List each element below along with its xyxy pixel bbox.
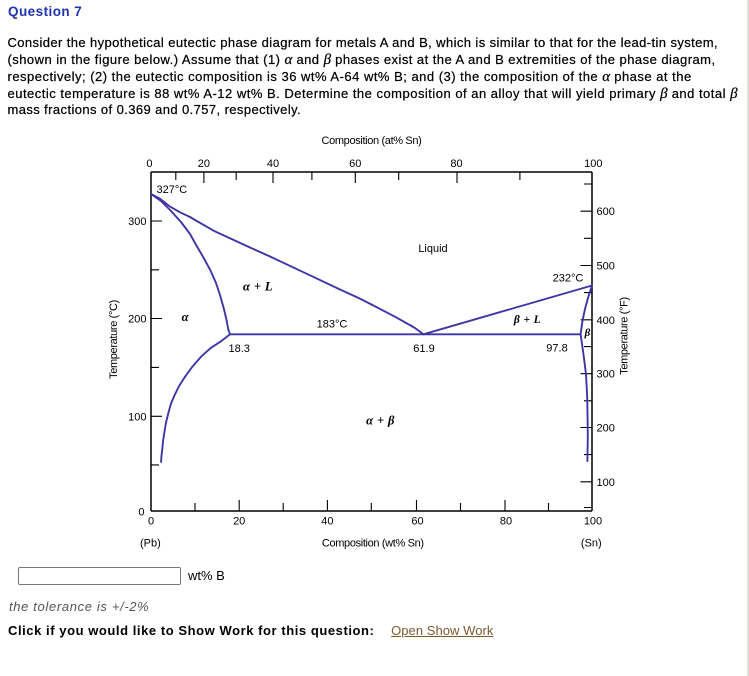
svg-text:20: 20 [198, 158, 210, 170]
svg-text:97.8: 97.8 [546, 343, 567, 355]
svg-text:β + L: β + L [513, 314, 541, 326]
svg-text:100: 100 [597, 477, 615, 489]
svg-text:40: 40 [267, 158, 279, 170]
svg-text:20: 20 [233, 516, 245, 528]
svg-text:60: 60 [411, 516, 423, 528]
svg-text:80: 80 [450, 158, 462, 170]
svg-text:α + β: α + β [366, 414, 395, 428]
svg-text:Temperature (°F): Temperature (°F) [618, 297, 630, 375]
svg-text:327°C: 327°C [157, 184, 188, 196]
svg-text:300: 300 [597, 369, 615, 381]
svg-text:300: 300 [128, 216, 146, 228]
svg-text:100: 100 [584, 158, 602, 170]
svg-text:40: 40 [321, 516, 333, 528]
svg-text:232°C: 232°C [553, 273, 584, 285]
svg-text:200: 200 [128, 314, 146, 326]
svg-text:600: 600 [597, 206, 615, 218]
svg-text:500: 500 [597, 261, 615, 273]
svg-text:α + L: α + L [243, 280, 273, 294]
svg-text:0: 0 [148, 516, 154, 528]
svg-text:61.9: 61.9 [413, 343, 434, 355]
svg-text:(Pb): (Pb) [140, 538, 161, 550]
svg-text:0: 0 [146, 158, 152, 170]
svg-text:0: 0 [138, 506, 144, 518]
svg-text:Temperature (°C): Temperature (°C) [108, 300, 120, 379]
svg-text:Liquid: Liquid [418, 243, 447, 255]
svg-text:18.3: 18.3 [228, 343, 249, 355]
svg-text:β: β [584, 327, 591, 339]
svg-text:α: α [182, 310, 190, 324]
svg-text:80: 80 [500, 516, 512, 528]
svg-text:60: 60 [349, 158, 361, 170]
svg-text:200: 200 [597, 423, 615, 435]
svg-text:100: 100 [128, 411, 146, 423]
svg-text:(Sn): (Sn) [581, 538, 602, 550]
svg-text:183°C: 183°C [317, 319, 348, 331]
svg-text:100: 100 [584, 516, 602, 528]
svg-text:400: 400 [597, 315, 615, 327]
svg-text:Composition (at% Sn): Composition (at% Sn) [322, 135, 422, 147]
svg-text:Composition (wt% Sn): Composition (wt% Sn) [322, 538, 424, 550]
